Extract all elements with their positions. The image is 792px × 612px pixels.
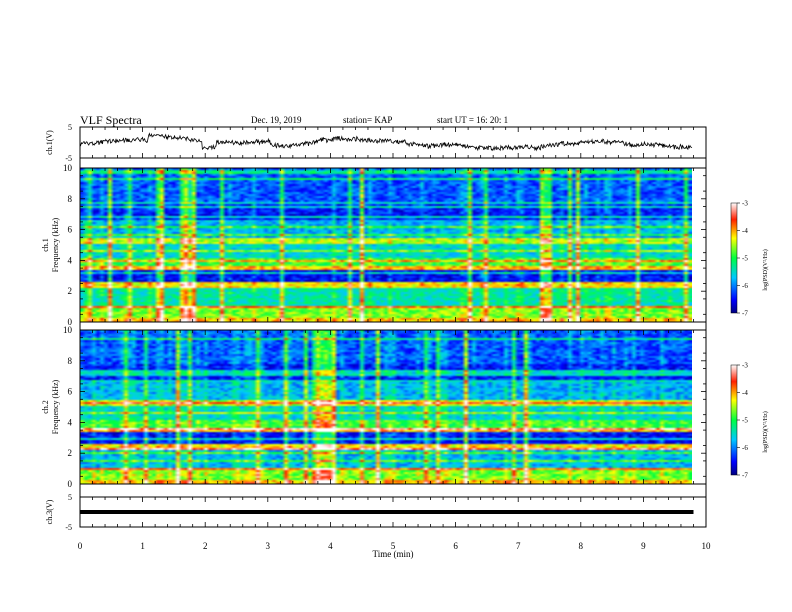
colorbar-tick-label: -4 <box>742 227 748 235</box>
colorbar-tick-label: -4 <box>742 389 748 397</box>
x-tick-label: 10 <box>702 541 712 551</box>
colorbar-tick-label: -6 <box>742 444 748 452</box>
date-label: Dec. 19, 2019 <box>251 115 302 125</box>
station-label: station= KAP <box>343 115 393 125</box>
y-axis-label: ch.3(V) <box>45 499 54 524</box>
y-tick-label: -5 <box>65 154 72 163</box>
y-axis-label: Frequency (kHz) <box>51 217 60 272</box>
colorbar-tick-label: -5 <box>742 255 748 263</box>
ch2-spectrogram-image <box>80 330 692 484</box>
y-tick-label: 6 <box>68 225 73 235</box>
colorbar <box>730 364 738 476</box>
y-tick-label: 10 <box>63 163 73 173</box>
y-tick-label: 2 <box>68 286 73 296</box>
y-tick-label: 6 <box>68 387 73 397</box>
y-tick-label: 5 <box>68 493 72 502</box>
x-tick-label: 5 <box>391 541 396 551</box>
colorbar-tick-label: -7 <box>742 472 748 480</box>
colorbar <box>730 202 738 314</box>
y-tick-label: 2 <box>68 448 73 458</box>
y-tick-label: 0 <box>68 479 73 489</box>
chart-title: VLF Spectra <box>80 113 142 127</box>
y-axis-label: ch.1(V) <box>45 130 54 155</box>
x-tick-label: 0 <box>78 541 83 551</box>
colorbar-label: log(PSD)(V²/Hz) <box>762 411 769 452</box>
x-tick-label: 4 <box>328 541 333 551</box>
channel-label: ch.1 <box>41 238 50 252</box>
x-tick-label: 1 <box>140 541 145 551</box>
y-tick-label: -5 <box>65 523 72 532</box>
colorbar-tick-label: -3 <box>742 200 748 208</box>
colorbar-label: log(PSD)(V²/Hz) <box>762 249 769 290</box>
x-tick-label: 7 <box>516 541 521 551</box>
x-tick-label: 6 <box>453 541 458 551</box>
x-tick-label: 8 <box>579 541 584 551</box>
colorbar-tick-label: -7 <box>742 310 748 318</box>
ch1-spectrogram-image <box>80 168 692 322</box>
channel-label: ch.2 <box>41 400 50 414</box>
ch1-waveform-trace <box>79 132 693 152</box>
y-tick-label: 4 <box>68 255 73 265</box>
colorbar-tick-label: -3 <box>742 362 748 370</box>
y-tick-label: 4 <box>68 417 73 427</box>
x-tick-label: 9 <box>641 541 646 551</box>
y-tick-label: 8 <box>68 194 73 204</box>
x-axis-label: Time (min) <box>373 549 414 559</box>
y-tick-label: 5 <box>68 123 72 132</box>
colorbar-tick-label: -6 <box>742 282 748 290</box>
y-tick-label: 8 <box>68 356 73 366</box>
y-tick-label: 10 <box>63 325 73 335</box>
y-tick-label: 0 <box>68 317 73 327</box>
x-tick-label: 2 <box>203 541 208 551</box>
x-tick-label: 3 <box>266 541 271 551</box>
colorbar-tick-label: -5 <box>742 417 748 425</box>
y-axis-label: Frequency (kHz) <box>51 379 60 434</box>
start-time-label: start UT = 16: 20: 1 <box>437 115 509 125</box>
